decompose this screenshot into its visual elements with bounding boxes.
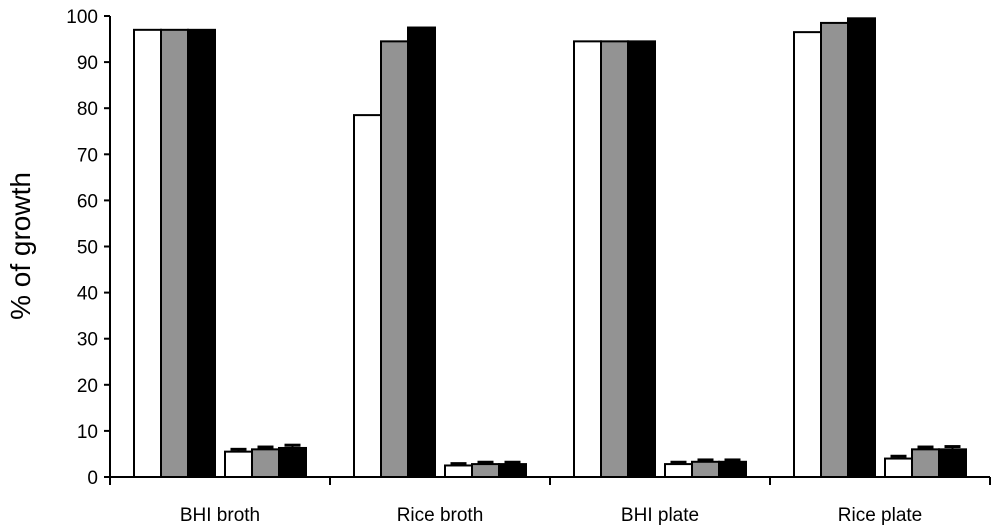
bar	[938, 448, 967, 478]
y-axis-title: % of growth	[5, 172, 36, 320]
y-tick-label: 40	[77, 284, 98, 305]
bar	[573, 40, 602, 478]
y-tick-label: 100	[66, 7, 98, 28]
bar	[627, 40, 656, 478]
y-tick-label: 30	[77, 330, 98, 351]
bar	[884, 457, 913, 478]
bar	[664, 463, 693, 479]
y-tick-label: 0	[87, 468, 98, 489]
bar	[691, 460, 720, 478]
bar	[911, 448, 940, 478]
y-tick-label: 20	[77, 376, 98, 397]
x-tick-label: Rice broth	[397, 505, 484, 526]
bar	[498, 463, 527, 479]
y-tick-label: 70	[77, 145, 98, 166]
labels-layer: BHI broth Rice broth BHI plate Rice plate 0 1…	[66, 7, 922, 526]
y-tick-label: 60	[77, 191, 98, 212]
x-tick-label: BHI broth	[180, 505, 260, 526]
x-tick-label: Rice plate	[838, 505, 923, 526]
x-tick-label: BHI plate	[621, 505, 699, 526]
bar	[278, 446, 307, 478]
bar	[380, 40, 409, 478]
y-tick-label: 90	[77, 53, 98, 74]
bar	[847, 17, 876, 479]
y-tick-label: 10	[77, 422, 98, 443]
bar	[820, 21, 849, 478]
bar	[444, 464, 473, 479]
bar	[718, 460, 747, 478]
bar	[353, 114, 382, 479]
bar	[793, 31, 822, 478]
error-bars-layer	[230, 443, 961, 466]
bar	[187, 28, 216, 479]
bar	[471, 463, 500, 479]
bar	[407, 26, 436, 479]
bar	[133, 28, 162, 479]
y-tick-label: 50	[77, 238, 98, 259]
axes-layer	[104, 15, 991, 485]
bar	[224, 450, 253, 478]
bars-layer	[133, 17, 967, 479]
y-tick-label: 80	[77, 99, 98, 120]
bar	[160, 28, 189, 479]
bar	[251, 448, 280, 478]
bar	[600, 40, 629, 478]
